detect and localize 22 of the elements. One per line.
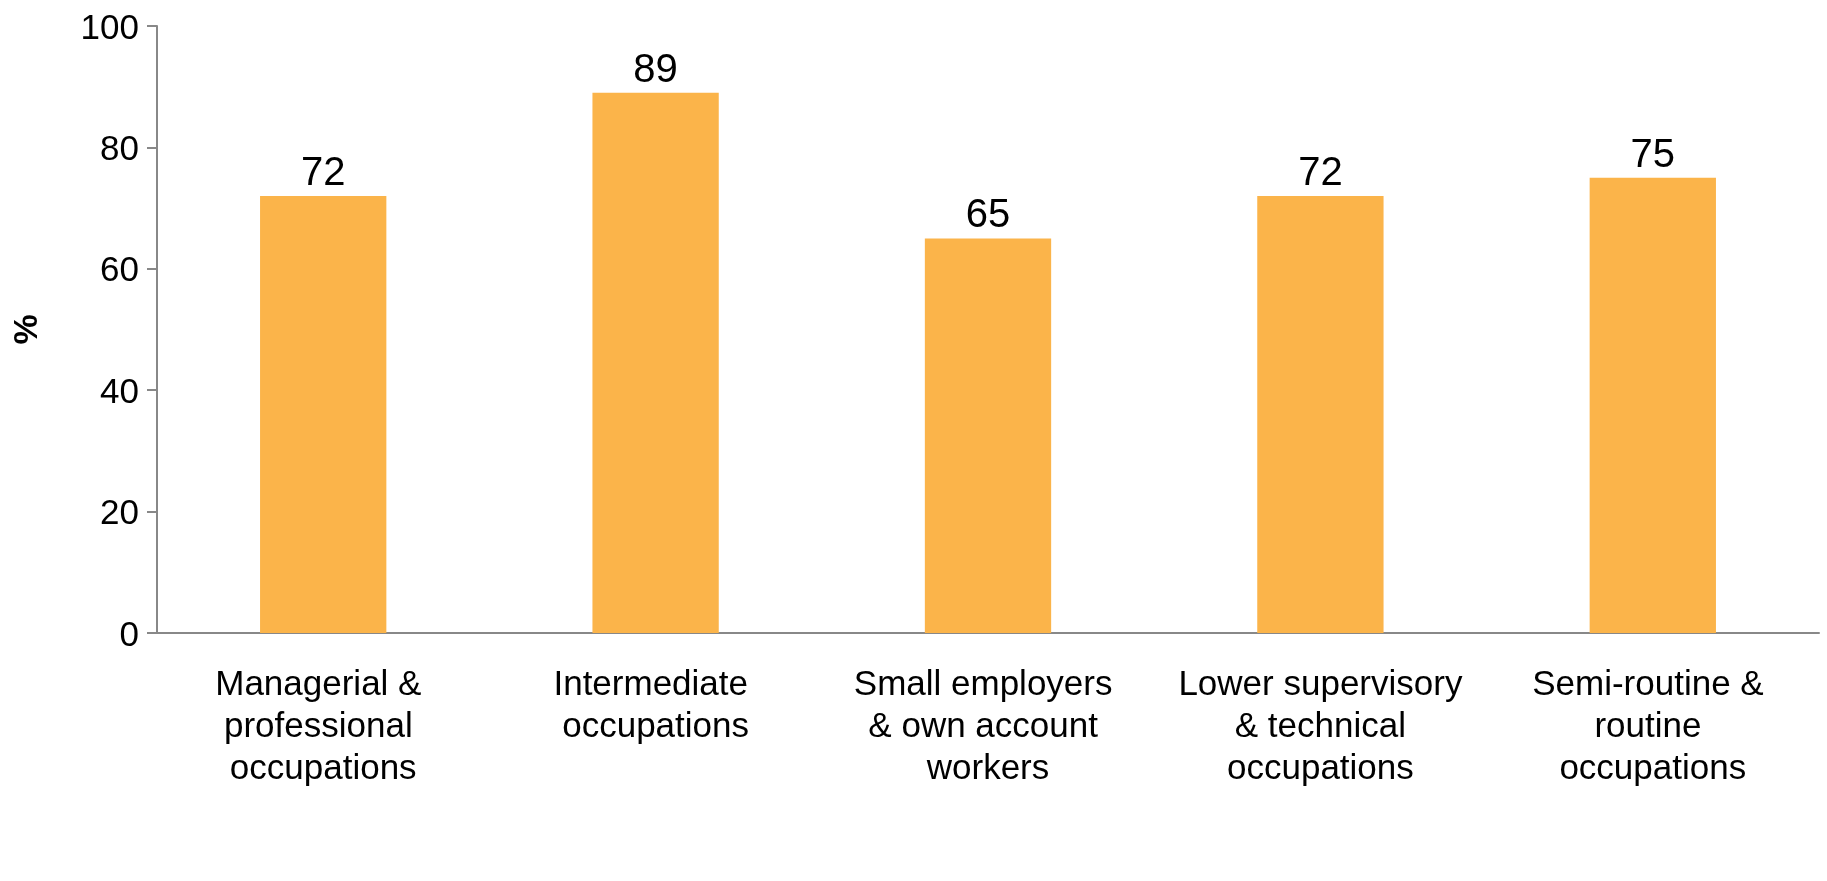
bar xyxy=(592,92,719,633)
data-label: 75 xyxy=(1630,130,1676,175)
x-tick-label: Small employers & own account workers xyxy=(853,662,1123,786)
y-tick-label: 60 xyxy=(100,249,139,289)
y-tick-label: 40 xyxy=(100,370,139,410)
bar xyxy=(1589,177,1716,633)
data-label: 89 xyxy=(633,45,678,90)
y-tick-label: 20 xyxy=(100,492,139,532)
x-tick-label: Managerial & professional occupations xyxy=(215,662,432,786)
y-axis-title: % xyxy=(6,314,44,345)
data-label: 72 xyxy=(300,148,346,193)
x-tick-label: Semi-routine & routine occupations xyxy=(1532,662,1774,786)
bar xyxy=(1257,195,1384,633)
data-label: 72 xyxy=(1298,148,1343,193)
y-tick-label: 80 xyxy=(100,127,139,167)
x-tick-label: Intermediate occupations xyxy=(553,662,758,744)
data-label: 65 xyxy=(965,191,1011,236)
bar xyxy=(924,238,1052,633)
x-tick-label: Lower supervisory & technical occupations xyxy=(1178,662,1463,786)
y-tick-label: 100 xyxy=(80,6,139,46)
bar xyxy=(260,195,387,633)
y-tick-label: 0 xyxy=(119,613,139,653)
